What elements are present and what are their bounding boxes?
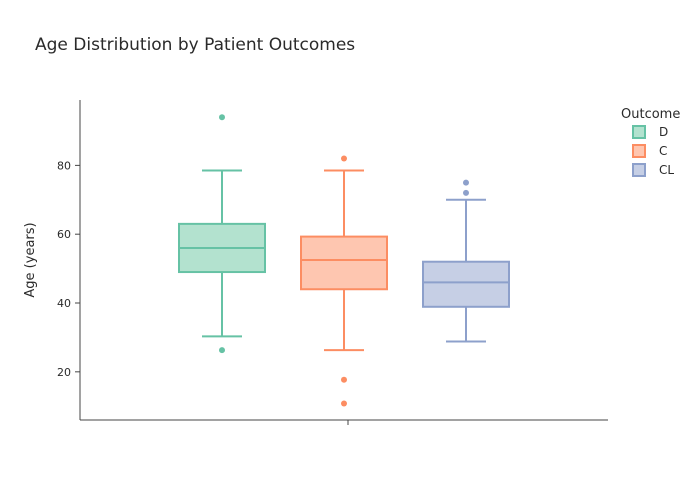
legend-item-cl[interactable]: CL (632, 163, 674, 177)
legend-label: D (659, 125, 668, 139)
legend-item-c[interactable]: C (632, 144, 667, 158)
legend-swatch (632, 163, 646, 177)
legend-label: CL (659, 163, 674, 177)
legend-swatch (632, 144, 646, 158)
outlier-point (219, 347, 225, 354)
box-c (300, 155, 388, 407)
y-axis-label: Age (years) (23, 222, 38, 297)
outlier-point (219, 114, 225, 121)
legend-label: C (659, 144, 667, 158)
outlier-point (341, 400, 347, 407)
outlier-point (463, 189, 469, 196)
y-tick-label: 80 (57, 159, 71, 172)
legend-title: Outcome (621, 107, 680, 122)
plot-area: 20 40 60 80 (57, 100, 608, 425)
outlier-point (341, 155, 347, 162)
iqr-box (300, 235, 388, 291)
box-cl (422, 179, 510, 343)
box-d (178, 114, 266, 354)
legend[interactable]: Outcome DC CL (621, 107, 680, 177)
y-tick-label: 60 (57, 228, 71, 241)
y-tick-label: 20 (57, 366, 71, 379)
y-tick-label: 40 (57, 297, 71, 310)
iqr-box (422, 260, 510, 308)
chart-title: Age Distribution by Patient Outcomes (35, 35, 355, 55)
outlier-point (341, 376, 347, 383)
outlier-point (463, 179, 469, 186)
legend-item-d[interactable]: D (632, 125, 668, 139)
legend-swatch (632, 125, 646, 139)
